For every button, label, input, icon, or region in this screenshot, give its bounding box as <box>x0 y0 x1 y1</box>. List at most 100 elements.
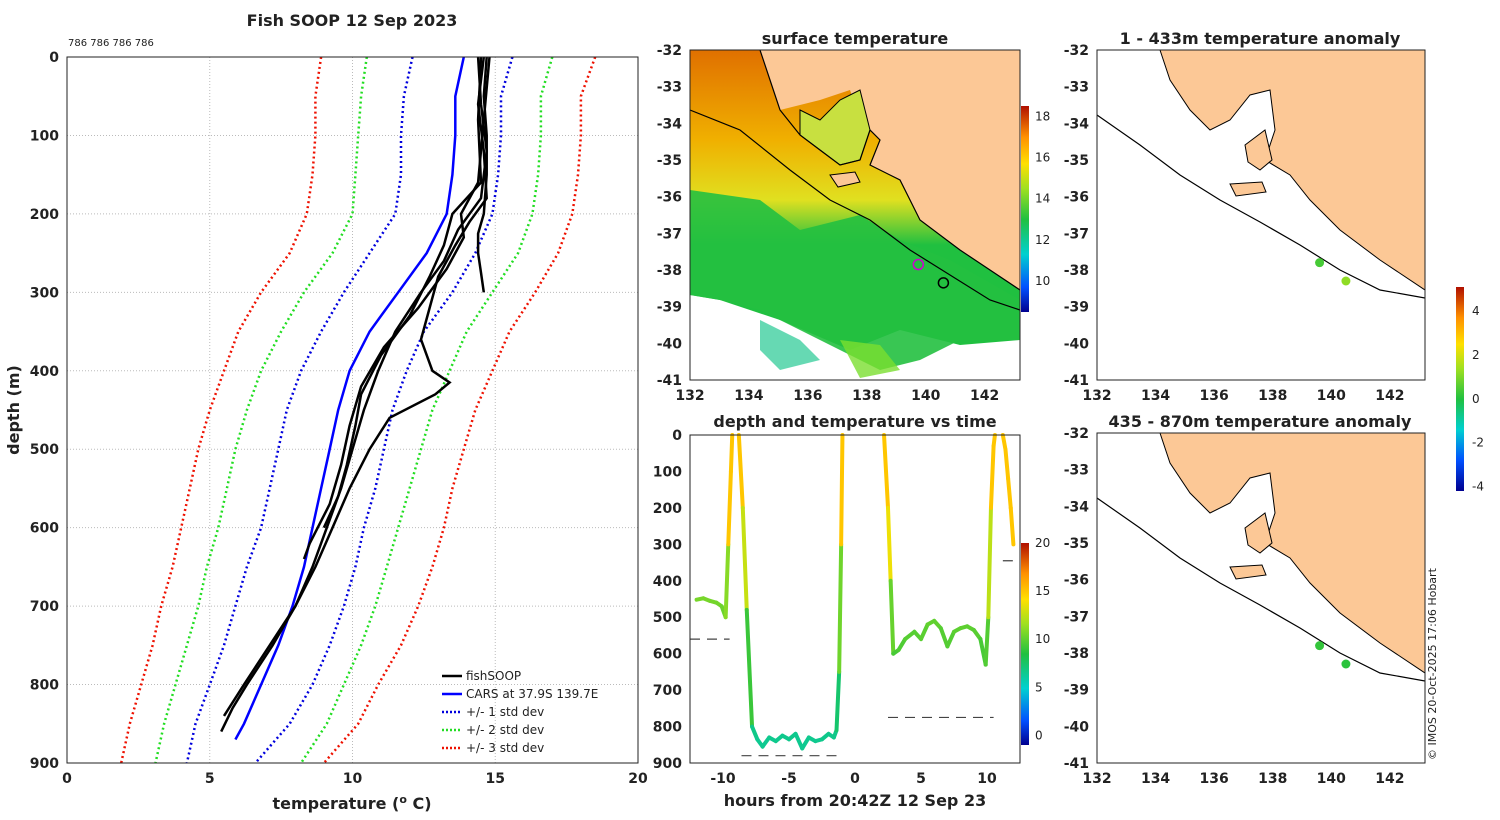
depth-time-ytick: 100 <box>653 464 682 480</box>
dive-segment-1 <box>744 607 755 729</box>
depth-time-xtick: 5 <box>916 771 926 787</box>
anomaly-lower-map <box>1097 433 1425 763</box>
map-xtick: 132 <box>1082 771 1111 787</box>
anomaly-colorbar <box>1456 287 1464 491</box>
temp-colorbar-tick: 5 <box>1035 680 1043 694</box>
profile-xtick: 5 <box>205 771 215 787</box>
legend-cars: CARS at 37.9S 139.7E <box>466 687 598 701</box>
map-ytick: -37 <box>657 226 682 242</box>
sst-colorbar-ticks: 10 12 14 16 18 <box>1035 109 1050 288</box>
dive-segment-1 <box>834 669 842 733</box>
profile-line-1 <box>185 56 414 764</box>
map-xtick: 138 <box>1258 388 1287 404</box>
surface-map-panel: surface temperature -32-33-34-35-36-37-3… <box>657 29 1051 404</box>
dive-segment-1 <box>740 505 749 612</box>
dive-segment-2 <box>888 578 896 656</box>
dive-segment-0 <box>723 542 731 620</box>
map-xtick: 134 <box>734 388 763 404</box>
profile-line-6 <box>322 56 597 764</box>
anomaly-upper-points <box>1315 258 1351 286</box>
map-xtick: 142 <box>1375 771 1404 787</box>
anomaly-lower-box <box>1096 432 1426 764</box>
anomaly-colorbar-tick: -2 <box>1472 436 1484 450</box>
depth-time-ytick: 600 <box>653 647 682 663</box>
dive-segment-1 <box>736 433 745 510</box>
map-ytick: -41 <box>657 373 682 389</box>
dive-segment-2 <box>986 505 993 620</box>
map-xtick: 136 <box>1200 388 1229 404</box>
profile-grid <box>66 56 639 764</box>
map-xtick: 136 <box>1200 771 1229 787</box>
profile-line-9 <box>222 56 488 717</box>
profile-line-4 <box>300 56 554 764</box>
dive-segment-2 <box>988 443 996 510</box>
temp-colorbar-ticks: 0 5 10 15 20 <box>1035 536 1050 742</box>
map-ytick: -34 <box>657 116 683 132</box>
dive-segment-3 <box>1000 433 1008 452</box>
map-ytick: -35 <box>1064 153 1089 169</box>
dive-segment-1 <box>837 542 844 674</box>
map-ytick: -34 <box>1064 116 1090 132</box>
sst-colorbar-tick: 10 <box>1035 274 1050 288</box>
profile-xtick: 15 <box>486 771 505 787</box>
profile-ytick: 100 <box>30 128 59 144</box>
profile-ytick: 700 <box>30 599 59 615</box>
map-ytick: -39 <box>1064 300 1089 316</box>
anomaly-upper-map <box>1097 50 1425 380</box>
profile-line-2 <box>254 56 514 764</box>
dive-segment-3 <box>1008 505 1016 547</box>
depth-time-ytick: 900 <box>653 756 682 772</box>
surface-map-markers <box>912 258 950 289</box>
sst-colorbar-tick: 14 <box>1035 192 1050 206</box>
map-xtick: 138 <box>1258 771 1287 787</box>
legend-fishsoop: fishSOOP <box>466 669 521 683</box>
depth-time-ytick: 500 <box>653 610 682 626</box>
depth-time-xtick: -10 <box>710 771 736 787</box>
map-ytick: -33 <box>1064 463 1089 479</box>
depth-time-xlabel: hours from 20:42Z 12 Sep 23 <box>724 791 986 810</box>
dive-segment-2 <box>896 637 908 653</box>
anomaly-upper-box <box>1096 49 1426 381</box>
map-xtick: 138 <box>852 388 881 404</box>
map-xtick: 136 <box>793 388 822 404</box>
map-ytick: -36 <box>1064 190 1089 206</box>
anomaly-point <box>1315 258 1325 268</box>
anomaly-colorbar-tick: -4 <box>1472 480 1484 494</box>
map-xtick: 132 <box>1082 388 1111 404</box>
profile-ylabel: depth (m) <box>4 365 23 455</box>
profile-ytick: 600 <box>30 521 59 537</box>
sst-marker <box>912 258 925 271</box>
depth-time-xtick: 10 <box>977 771 997 787</box>
dive-segment-2 <box>886 505 893 583</box>
depth-time-panel: depth and temperature vs time -10 -5 0 5 100… <box>653 412 1051 810</box>
anomaly-point <box>1315 641 1325 651</box>
profile-series <box>119 56 597 764</box>
anomaly-upper-panel: 1 - 433m temperature anomaly -32-33-34-3… <box>1064 29 1426 404</box>
dive-segment-0 <box>728 433 735 474</box>
map-ytick: -41 <box>1064 373 1089 389</box>
profile-line-3 <box>154 56 369 764</box>
sst-colorbar-tick: 12 <box>1035 233 1050 247</box>
surface-map-box <box>689 49 1021 381</box>
profile-subtitle: 786 786 786 786 <box>68 38 154 49</box>
dive-segment-2 <box>983 615 991 667</box>
map-ytick: -39 <box>657 300 682 316</box>
map-ytick: -41 <box>1064 756 1089 772</box>
map-ytick: -38 <box>1064 646 1089 662</box>
map-xtick: 140 <box>911 388 940 404</box>
profile-line-10 <box>302 56 491 560</box>
anomaly-colorbar-tick: 0 <box>1472 392 1480 406</box>
temp-colorbar-tick: 0 <box>1035 728 1043 742</box>
dive-segment-1 <box>839 433 845 547</box>
sst-colorbar <box>1021 106 1029 312</box>
anomaly-point <box>1341 276 1351 286</box>
dive-segment-2 <box>938 626 950 649</box>
map-xtick: 132 <box>675 388 704 404</box>
map-ytick: -32 <box>1064 426 1089 442</box>
depth-time-ytick: 0 <box>672 428 682 444</box>
sst-colorbar-tick: 18 <box>1035 109 1050 123</box>
depth-time-ytick: 400 <box>653 574 682 590</box>
